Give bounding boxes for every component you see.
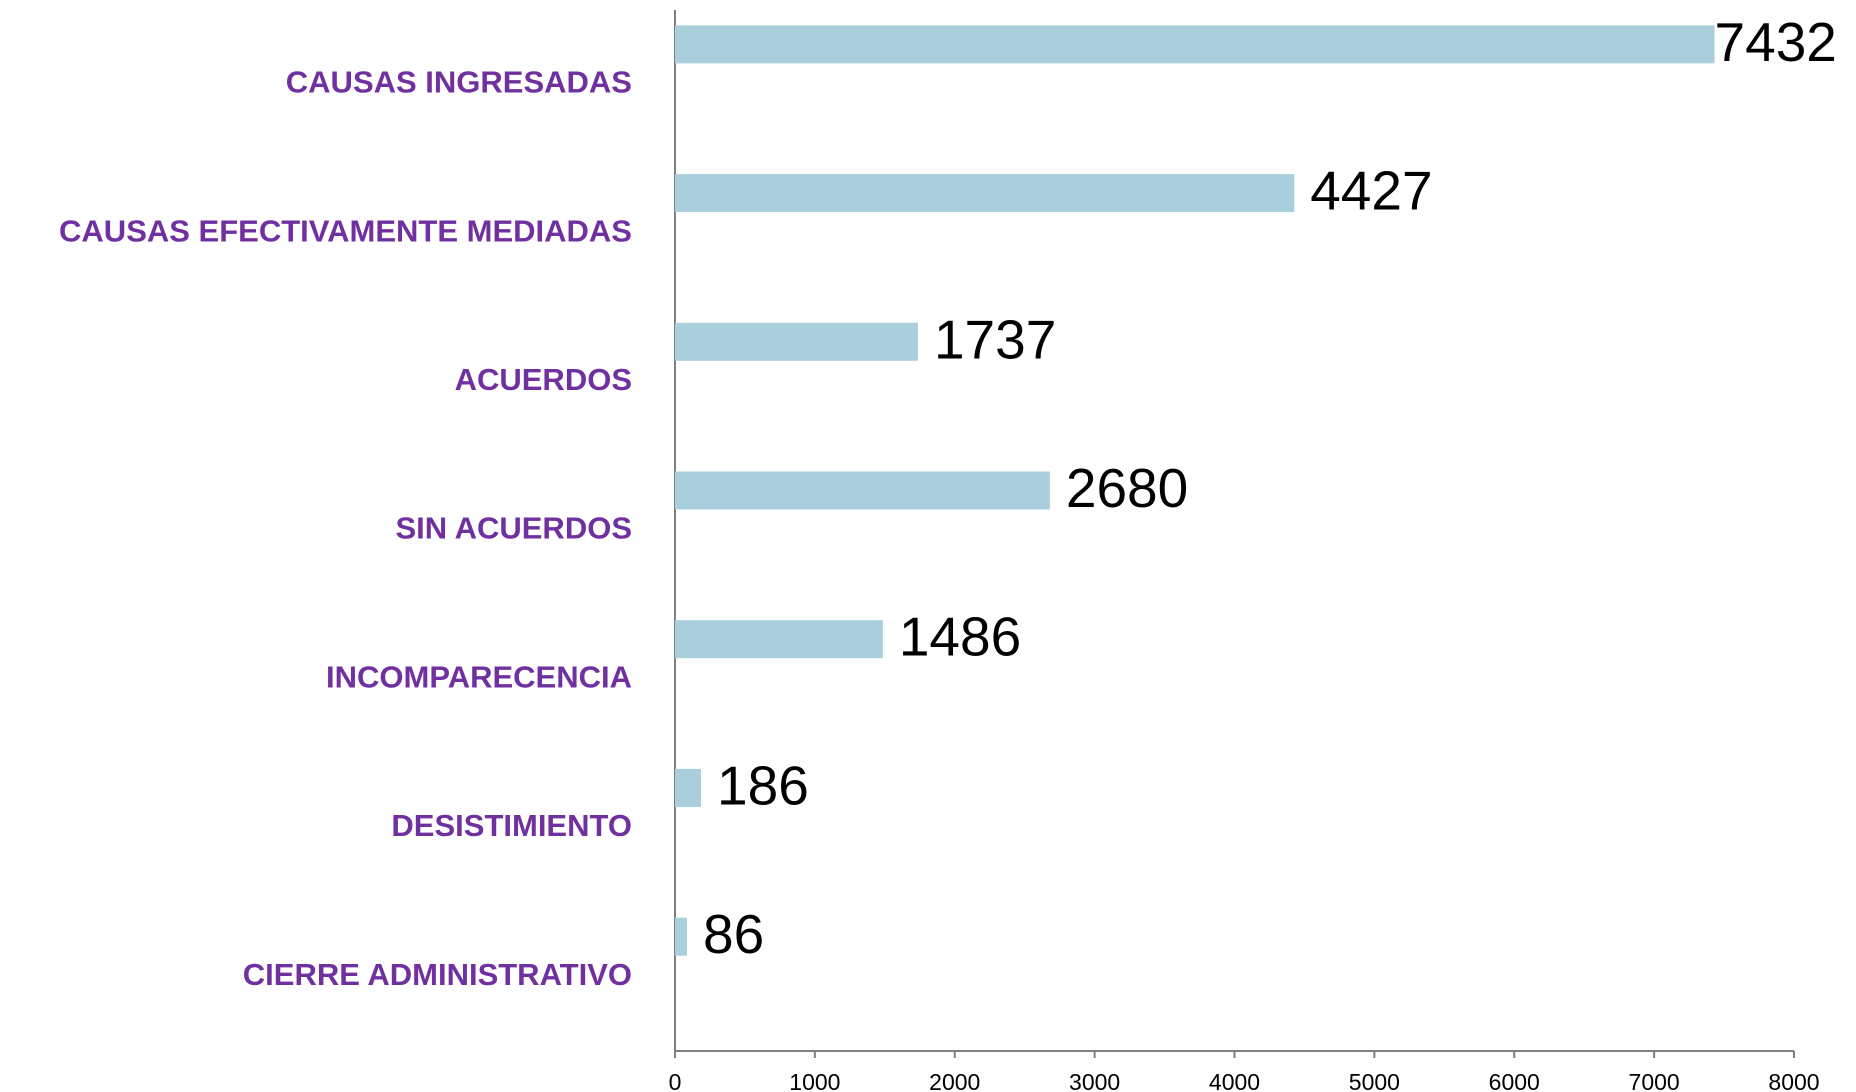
- bar: [675, 471, 1050, 510]
- x-tick-label: 3000: [1069, 1069, 1120, 1092]
- category-label: CIERRE ADMINISTRATIVO: [243, 957, 632, 992]
- bar: [675, 174, 1295, 213]
- x-tick-label: 0: [669, 1069, 682, 1092]
- x-tick-label: 1000: [789, 1069, 840, 1092]
- category-label: CAUSAS EFECTIVAMENTE MEDIADAS: [59, 213, 632, 248]
- value-label: 186: [717, 754, 809, 816]
- bar: [675, 620, 883, 659]
- value-label: 2680: [1066, 457, 1188, 519]
- x-tick-label: 5000: [1349, 1069, 1400, 1092]
- bar: [675, 322, 918, 361]
- x-tick-label: 8000: [1768, 1069, 1819, 1092]
- bar: [675, 768, 702, 807]
- bar: [675, 25, 1715, 64]
- x-tick-label: 7000: [1629, 1069, 1680, 1092]
- bar: [675, 917, 688, 956]
- x-tick-label: 6000: [1489, 1069, 1540, 1092]
- category-label: INCOMPARECENCIA: [326, 659, 632, 694]
- category-label: DESISTIMIENTO: [391, 808, 632, 843]
- category-label: SIN ACUERDOS: [395, 511, 632, 546]
- x-tick-label: 2000: [929, 1069, 980, 1092]
- value-label: 1737: [934, 308, 1056, 370]
- value-label: 86: [703, 903, 764, 965]
- value-label: 7432: [1715, 11, 1837, 73]
- category-label: CAUSAS INGRESADAS: [286, 65, 632, 100]
- value-label: 4427: [1310, 160, 1432, 222]
- value-label: 1486: [899, 606, 1021, 668]
- category-label: ACUERDOS: [455, 362, 632, 397]
- x-tick-label: 4000: [1209, 1069, 1260, 1092]
